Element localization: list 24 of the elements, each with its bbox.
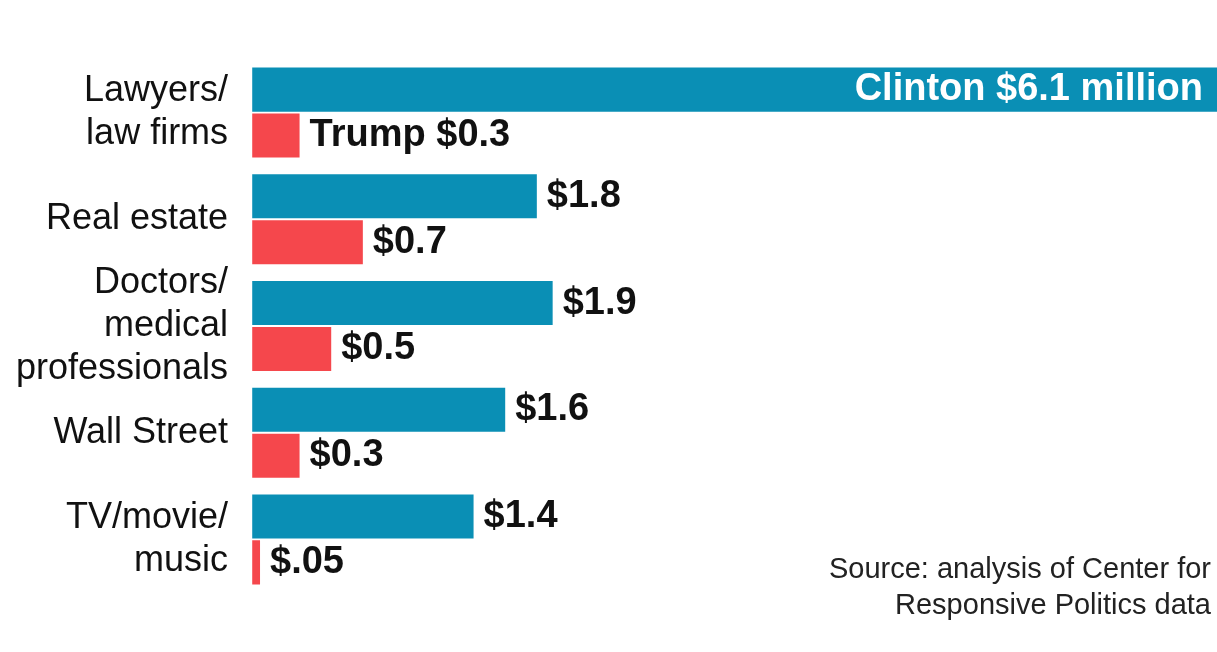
text: Clinton $6.1 million xyxy=(854,66,1203,109)
data-label: $1.4 xyxy=(483,492,558,535)
y-tick-label: Wall Street xyxy=(53,409,229,451)
bar xyxy=(252,433,300,478)
annotation: Source: analysis of Center for Responsive Politics data xyxy=(828,551,1211,622)
data-label: $0.7 xyxy=(372,218,447,261)
text: Trump $0.3 xyxy=(309,111,511,154)
data-label: $1.8 xyxy=(546,172,621,215)
data-label: $0.5 xyxy=(341,325,416,368)
bar xyxy=(252,326,332,371)
y-tick-label: Lawyers/ law firms xyxy=(84,67,229,153)
bar xyxy=(252,387,506,432)
y-tick-label: TV/movie/ music xyxy=(66,494,229,579)
bar xyxy=(252,281,553,326)
bar xyxy=(252,174,537,219)
data-label: $0.3 xyxy=(309,432,384,475)
data-label: $1.6 xyxy=(515,386,590,429)
y-tick-label: Real estate xyxy=(46,196,229,238)
data-label: $.05 xyxy=(270,538,344,581)
data-label: $1.9 xyxy=(562,279,637,322)
bar xyxy=(252,494,474,539)
bar xyxy=(252,220,363,265)
y-tick-label: Doctors/ medical professionals xyxy=(15,259,229,388)
bar xyxy=(252,113,300,158)
